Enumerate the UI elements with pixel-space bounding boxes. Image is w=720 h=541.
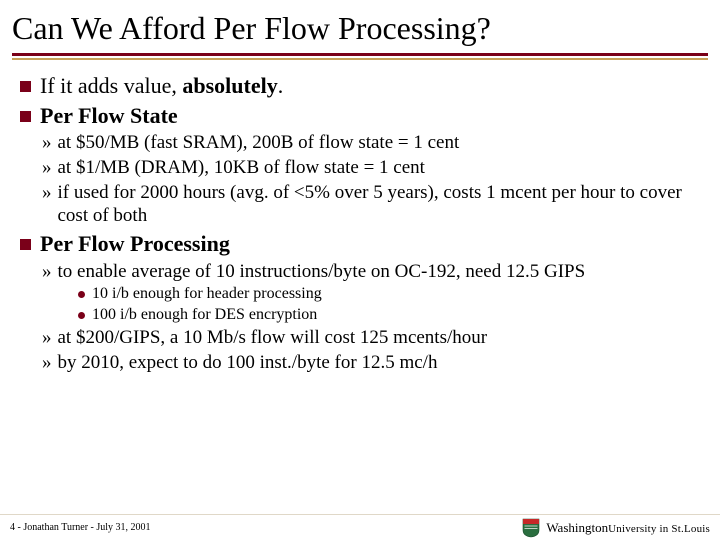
square-bullet-icon [20,111,31,122]
slide-title: Can We Afford Per Flow Processing? [0,0,720,51]
subbullet-cost: » at $200/GIPS, a 10 Mb/s flow will cost… [42,326,700,350]
bullet-text: If it adds value, absolutely. [40,72,283,100]
bullet-text: at $200/GIPS, a 10 Mb/s flow will cost 1… [58,326,488,350]
square-bullet-icon [20,239,31,250]
text-plain: If it adds value, [40,73,182,98]
slide: Can We Afford Per Flow Processing? If it… [0,0,720,540]
bullet-flow-state: Per Flow State [20,102,700,130]
subbullet-hours: » if used for 2000 hours (avg. of <5% ov… [42,181,700,229]
subbullet-2010: » by 2010, expect to do 100 inst./byte f… [42,351,700,375]
subbullet-gips: » to enable average of 10 instructions/b… [42,260,700,284]
raquo-bullet-icon: » [42,326,52,350]
footer-right: WashingtonUniversity in St.Louis [522,518,710,538]
text-plain: . [278,73,284,98]
shield-icon [522,518,540,538]
raquo-bullet-icon: » [42,260,52,284]
bullet-text: if used for 2000 hours (avg. of <5% over… [58,181,701,229]
square-bullet-icon [20,81,31,92]
raquo-bullet-icon: » [42,156,52,180]
subsubbullet-header: 10 i/b enough for header processing [78,284,700,304]
raquo-bullet-icon: » [42,181,52,205]
bullet-flow-processing: Per Flow Processing [20,230,700,258]
bullet-text: 100 i/b enough for DES encryption [92,305,317,325]
text-bold: absolutely [182,73,277,98]
university-logo-text: WashingtonUniversity in St.Louis [546,520,710,536]
subsubbullet-des: 100 i/b enough for DES encryption [78,305,700,325]
slide-body: If it adds value, absolutely. Per Flow S… [0,68,720,375]
bullet-text: 10 i/b enough for header processing [92,284,322,304]
slide-footer: 4 - Jonathan Turner - July 31, 2001 Wash… [0,514,720,540]
bullet-text: Per Flow State [40,102,178,130]
subbullet-dram: » at $1/MB (DRAM), 10KB of flow state = … [42,156,700,180]
title-underline [12,53,708,60]
bullet-text: Per Flow Processing [40,230,230,258]
raquo-bullet-icon: » [42,351,52,375]
raquo-bullet-icon: » [42,131,52,155]
dot-bullet-icon [78,312,85,319]
text-university: University in St.Louis [608,523,710,535]
bullet-text: to enable average of 10 instructions/byt… [58,260,586,284]
footer-left: 4 - Jonathan Turner - July 31, 2001 [10,522,151,533]
dot-bullet-icon [78,291,85,298]
subbullet-sram: » at $50/MB (fast SRAM), 200B of flow st… [42,131,700,155]
bullet-text: by 2010, expect to do 100 inst./byte for… [58,351,438,375]
bullet-text: at $1/MB (DRAM), 10KB of flow state = 1 … [58,156,425,180]
bullet-text: at $50/MB (fast SRAM), 200B of flow stat… [58,131,460,155]
text-washington: Washington [546,520,608,535]
bullet-value: If it adds value, absolutely. [20,72,700,100]
